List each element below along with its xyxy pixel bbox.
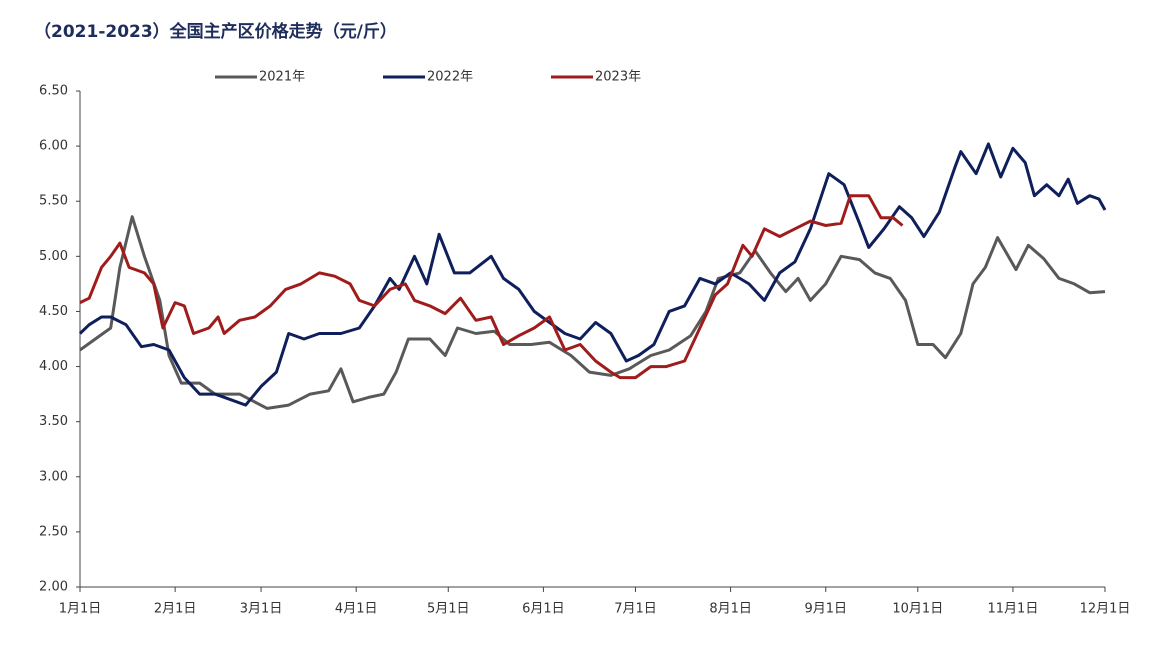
x-tick-label: 7月1日 bbox=[614, 602, 657, 617]
x-tick-label: 4月1日 bbox=[335, 602, 378, 617]
x-tick-label: 9月1日 bbox=[804, 602, 847, 617]
legend-label: 2023年 bbox=[595, 70, 641, 85]
series-line bbox=[79, 194, 904, 380]
y-tick-label: 4.50 bbox=[39, 304, 68, 319]
x-tick-label: 12月1日 bbox=[1080, 602, 1131, 617]
y-tick-label: 2.50 bbox=[39, 524, 68, 539]
x-tick-label: 10月1日 bbox=[892, 602, 943, 617]
x-tick-label: 11月1日 bbox=[988, 602, 1039, 617]
x-tick-label: 5月1日 bbox=[427, 602, 470, 617]
x-tick-label: 8月1日 bbox=[709, 602, 752, 617]
x-tick-label: 6月1日 bbox=[522, 602, 565, 617]
y-tick-label: 5.50 bbox=[39, 194, 68, 209]
series-line bbox=[78, 142, 1107, 407]
legend-label: 2021年 bbox=[259, 70, 305, 85]
y-tick-label: 6.50 bbox=[39, 84, 68, 99]
series-line bbox=[79, 215, 1106, 410]
y-tick-label: 6.00 bbox=[39, 139, 68, 154]
y-tick-label: 4.00 bbox=[39, 359, 68, 374]
x-tick-label: 2月1日 bbox=[154, 602, 197, 617]
y-tick-label: 3.50 bbox=[39, 414, 68, 429]
legend-label: 2022年 bbox=[427, 70, 473, 85]
y-tick-label: 5.00 bbox=[39, 249, 68, 264]
x-tick-label: 3月1日 bbox=[240, 602, 283, 617]
y-tick-label: 2.00 bbox=[39, 580, 68, 595]
y-tick-label: 3.00 bbox=[39, 469, 68, 484]
chart-title: （2021-2023）全国主产区价格走势（元/斤） bbox=[34, 21, 397, 42]
x-tick-label: 1月1日 bbox=[59, 602, 102, 617]
